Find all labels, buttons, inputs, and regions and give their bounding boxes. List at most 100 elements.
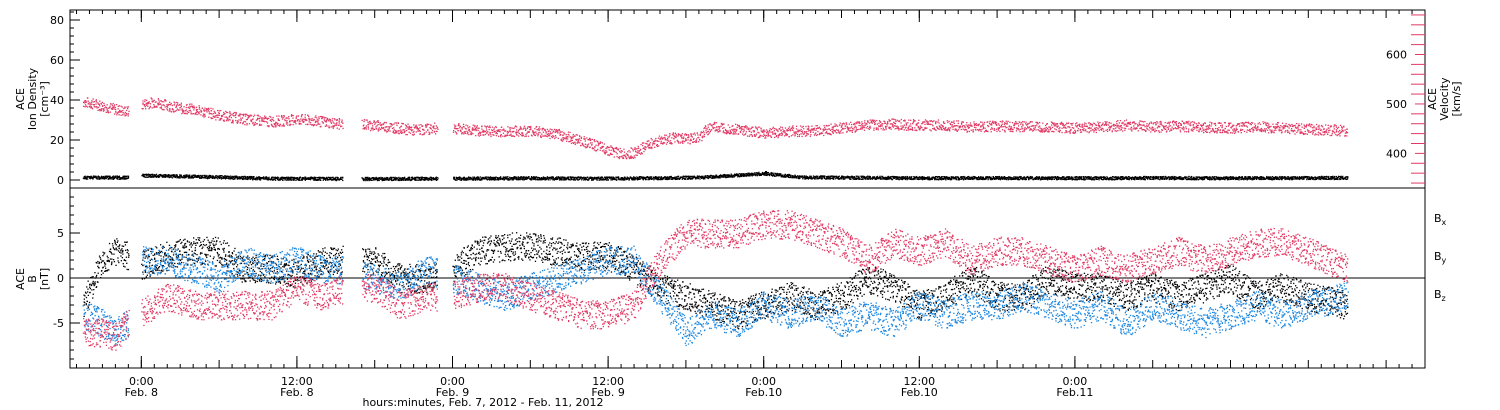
data-point [1044,130,1046,132]
data-point [411,126,413,128]
data-point [1025,123,1027,125]
data-point [1131,130,1133,132]
data-point [823,128,825,130]
data-point [1299,132,1302,134]
data-point [245,178,247,180]
data-point [581,142,584,144]
data-point [1045,130,1047,132]
data-point [710,129,712,131]
data-point [382,123,384,125]
data-point [1282,126,1284,128]
data-point [1269,129,1271,131]
data-point [481,125,483,127]
data-point [176,174,178,176]
data-point [216,177,218,179]
data-point [172,175,174,177]
data-point [155,176,158,178]
data-point [867,121,869,123]
data-point [991,128,993,130]
top-left-ylabel-line: [cm⁻³] [38,81,51,117]
data-point [888,119,890,121]
data-point [208,177,211,179]
data-point [1015,130,1018,132]
data-point [775,134,778,137]
data-point [423,133,425,136]
data-point [796,130,798,133]
data-point [495,132,497,135]
data-point [490,134,492,136]
data-point [1074,132,1076,134]
data-point [777,129,779,131]
data-point [1074,129,1076,131]
data-point [1222,130,1224,132]
data-point [1284,124,1287,127]
data-point [321,117,324,119]
data-point [215,175,217,177]
data-point [819,128,821,130]
data-point [302,118,304,120]
data-point [891,125,894,127]
data-point [922,121,924,124]
data-point [421,134,423,136]
data-point [1163,127,1165,130]
data-point [111,108,113,110]
data-point [726,131,728,133]
data-point [599,147,602,149]
data-point [907,129,909,131]
data-point [520,133,522,136]
data-point [868,128,870,130]
data-point [1004,125,1006,127]
data-point [185,176,187,178]
data-point [868,126,871,129]
data-point [915,129,917,131]
data-point [1262,121,1264,123]
data-point [113,108,115,110]
data-point [917,127,919,129]
data-point [753,130,755,132]
data-point [981,125,983,127]
data-point [907,127,909,129]
data-point [462,132,464,134]
data-point [1140,120,1142,122]
data-point [985,130,987,132]
data-point [1049,126,1051,128]
data-point [780,130,782,132]
data-point [408,125,410,127]
data-point [757,131,759,133]
data-point [602,145,605,148]
data-point [1238,125,1241,127]
data-point [1021,127,1023,129]
data-point [266,125,269,127]
data-point [887,122,889,124]
data-point [539,131,541,134]
data-point [616,153,618,155]
data-point [1281,126,1283,128]
data-point [1268,123,1270,125]
data-point [1109,125,1111,128]
data-point [1198,122,1200,124]
data-point [436,126,439,128]
data-point [145,173,148,175]
data-point [177,109,179,111]
data-point [1026,124,1028,126]
data-point [677,140,679,143]
data-point [91,107,93,109]
data-point [212,112,215,115]
data-point [181,177,183,179]
data-point [557,131,559,133]
data-point [737,133,739,135]
data-point [265,117,267,119]
data-point [412,131,414,134]
data-point [1039,127,1041,129]
data-point [732,130,734,132]
data-point [290,123,292,126]
data-point [722,127,724,129]
data-point [656,144,658,146]
data-point [584,138,586,140]
data-point [388,128,390,130]
data-point [1174,127,1177,129]
data-point [324,117,326,119]
data-point [108,112,110,114]
data-point [301,120,303,122]
data-point [337,124,340,126]
